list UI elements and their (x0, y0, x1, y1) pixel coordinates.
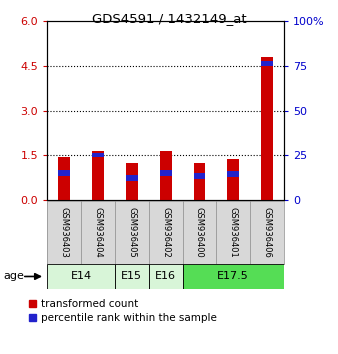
Text: GDS4591 / 1432149_at: GDS4591 / 1432149_at (92, 12, 246, 25)
Text: E17.5: E17.5 (217, 272, 249, 281)
Bar (261, 61, 273, 66)
Text: GSM936402: GSM936402 (161, 207, 170, 258)
Bar (149, 264, 183, 289)
Text: GSM936400: GSM936400 (195, 207, 204, 258)
Text: E16: E16 (155, 272, 176, 281)
Text: E14: E14 (71, 272, 92, 281)
Bar (115, 264, 149, 289)
Bar (92, 151, 104, 200)
Legend: transformed count, percentile rank within the sample: transformed count, percentile rank withi… (29, 299, 217, 323)
Bar (194, 173, 206, 178)
Bar (261, 57, 273, 200)
Bar (47, 264, 115, 289)
Bar (227, 171, 239, 177)
Text: age: age (3, 272, 24, 281)
Text: GSM936406: GSM936406 (263, 207, 271, 258)
Bar (126, 163, 138, 200)
Bar (183, 264, 284, 289)
Bar (58, 157, 70, 200)
Text: GSM936401: GSM936401 (229, 207, 238, 258)
Text: E15: E15 (121, 272, 142, 281)
Text: GSM936403: GSM936403 (60, 207, 69, 258)
Text: GSM936404: GSM936404 (94, 207, 102, 258)
Bar (160, 151, 172, 200)
Text: GSM936405: GSM936405 (127, 207, 136, 258)
Bar (227, 159, 239, 200)
Bar (160, 170, 172, 176)
Bar (194, 163, 206, 200)
Bar (58, 170, 70, 176)
Bar (126, 175, 138, 181)
Bar (92, 153, 104, 157)
